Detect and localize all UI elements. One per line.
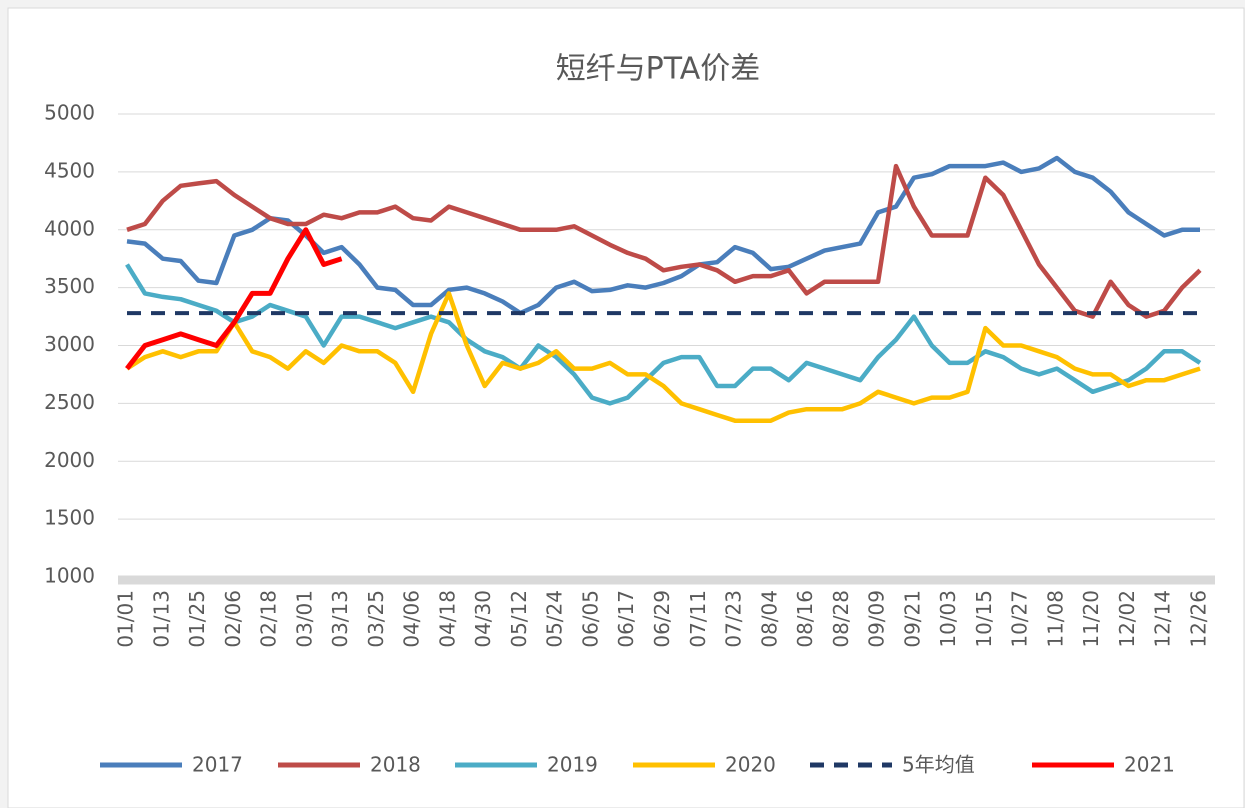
x-tick-label: 02/06 xyxy=(221,590,245,648)
series-line xyxy=(125,291,1201,423)
y-tick-label: 2500 xyxy=(44,390,95,414)
x-tick-label: 04/06 xyxy=(400,590,424,648)
legend-label: 2018 xyxy=(370,753,421,777)
x-tick-label: 06/17 xyxy=(614,590,638,648)
x-tick-label: 04/30 xyxy=(471,590,495,648)
x-tick-label: 01/13 xyxy=(149,590,173,648)
legend-label: 2021 xyxy=(1124,753,1175,777)
x-tick-label: 12/14 xyxy=(1151,590,1175,648)
x-tick-label: 10/27 xyxy=(1008,590,1032,648)
y-tick-label: 3500 xyxy=(44,274,95,298)
series-line xyxy=(125,227,343,371)
x-tick-label: 04/18 xyxy=(435,590,459,648)
x-tick-label: 03/01 xyxy=(292,590,316,648)
x-tick-label: 12/02 xyxy=(1115,590,1139,648)
x-tick-label: 12/26 xyxy=(1187,590,1211,648)
y-tick-label: 2000 xyxy=(44,448,95,472)
x-tick-label: 05/12 xyxy=(507,590,531,648)
y-tick-label: 4000 xyxy=(44,216,95,240)
x-tick-label: 11/08 xyxy=(1043,590,1067,648)
x-tick-label: 06/29 xyxy=(650,590,674,648)
x-tick-label: 09/09 xyxy=(865,590,889,648)
x-tick-label: 01/25 xyxy=(185,590,209,648)
chart-title: 短纤与PTA价差 xyxy=(556,52,761,87)
y-tick-label: 3000 xyxy=(44,332,95,356)
x-tick-label: 02/18 xyxy=(257,590,281,648)
legend-label: 5年均值 xyxy=(902,753,975,777)
x-tick-label: 09/21 xyxy=(900,590,924,648)
legend-label: 2019 xyxy=(547,753,598,777)
x-tick-label: 01/01 xyxy=(114,590,138,648)
y-tick-label: 5000 xyxy=(44,101,95,125)
legend-label: 2017 xyxy=(192,753,243,777)
chart-area xyxy=(7,7,1245,808)
series-line xyxy=(126,163,1202,319)
y-tick-label: 1000 xyxy=(44,564,95,588)
x-tick-label: 03/25 xyxy=(364,590,388,648)
x-tick-label: 10/15 xyxy=(972,590,996,648)
y-tick-label: 4500 xyxy=(44,158,95,182)
x-tick-label: 05/24 xyxy=(543,590,567,648)
x-tick-label: 10/03 xyxy=(936,590,960,648)
x-tick-label: 08/04 xyxy=(757,590,781,648)
x-tick-label: 06/05 xyxy=(578,590,602,648)
x-tick-label: 08/16 xyxy=(793,590,817,648)
series-line xyxy=(126,155,1200,316)
series-line xyxy=(125,263,1202,406)
x-tick-label: 11/20 xyxy=(1079,590,1103,648)
x-tick-label: 03/13 xyxy=(328,590,352,648)
x-tick-label: 08/28 xyxy=(829,590,853,648)
y-tick-label: 1500 xyxy=(44,506,95,530)
x-tick-label: 07/23 xyxy=(722,590,746,648)
legend-label: 2020 xyxy=(725,753,776,777)
x-tick-label: 07/11 xyxy=(686,590,710,648)
